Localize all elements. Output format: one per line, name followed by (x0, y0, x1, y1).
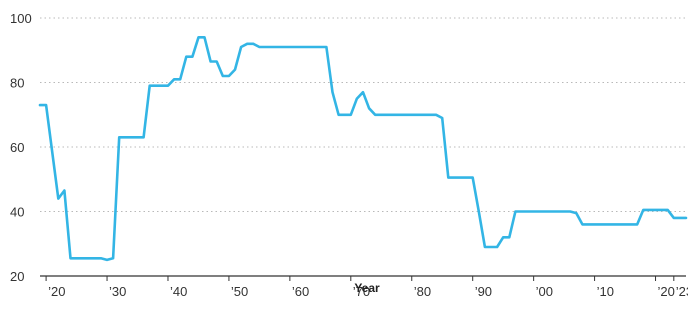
y-tick-label: 80 (10, 76, 24, 91)
x-axis-ticks: ’20’30’40’50’60’70’80’90’00’10’20’23 (45, 276, 688, 299)
x-tick-label: ’10 (597, 284, 614, 299)
y-tick-label: 20 (10, 269, 24, 284)
y-tick-label: 60 (10, 140, 24, 155)
gridlines (40, 17, 686, 277)
y-tick-label: 40 (10, 205, 24, 220)
x-tick-label: ’50 (231, 284, 248, 299)
x-tick-label: ’20 (658, 284, 675, 299)
x-tick-label: ’20 (48, 284, 65, 299)
x-tick-label: ’40 (170, 284, 187, 299)
series-layer (38, 35, 688, 262)
x-tick-label: ’90 (475, 284, 492, 299)
x-tick-label: ’70 (353, 284, 370, 299)
x-tick-label: ’23 (676, 284, 688, 299)
y-axis-ticks: 20 40 60 80 100 (10, 11, 32, 284)
x-tick-label: ’00 (536, 284, 553, 299)
series-line (38, 35, 688, 262)
x-tick-label: ’30 (109, 284, 126, 299)
x-axis-label: Year (354, 281, 380, 295)
x-tick-label: ’80 (414, 284, 431, 299)
x-tick-label: ’60 (292, 284, 309, 299)
y-tick-label: 100 (10, 11, 32, 26)
